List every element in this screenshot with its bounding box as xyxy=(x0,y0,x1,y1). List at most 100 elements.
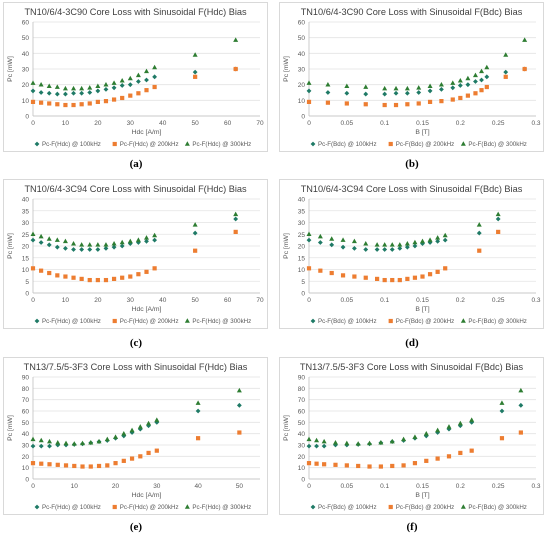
data-point xyxy=(393,102,399,108)
data-point xyxy=(30,436,36,442)
data-point xyxy=(382,242,388,247)
data-point xyxy=(237,430,242,435)
data-point xyxy=(103,86,109,92)
data-point xyxy=(63,91,68,97)
data-point xyxy=(103,81,109,87)
data-point xyxy=(55,102,60,107)
legend-label: Pc-F(Bdc) @ 300kHz xyxy=(468,318,527,325)
data-point xyxy=(144,235,149,240)
data-point xyxy=(46,90,52,96)
y-axis-label: Pc [mW] xyxy=(7,233,14,259)
x-tick-label: 40 xyxy=(159,297,167,304)
legend-label: Pc-F(Hdc) @ 100kHz xyxy=(42,141,101,148)
data-point xyxy=(87,247,93,252)
y-tick-label: 70 xyxy=(298,397,306,404)
data-point xyxy=(71,247,76,252)
x-tick-label: 10 xyxy=(62,120,70,127)
legend-label: Pc-F(Hdc) @ 200kHz xyxy=(120,318,179,325)
data-point xyxy=(363,240,369,246)
data-point xyxy=(344,101,349,106)
caption-b: (b) xyxy=(405,158,419,170)
data-point xyxy=(55,273,60,278)
data-point xyxy=(39,100,44,105)
x-tick-label: 20 xyxy=(94,120,102,127)
data-point xyxy=(450,85,456,91)
y-axis-label: Pc [mW] xyxy=(7,56,14,82)
data-point xyxy=(135,72,141,78)
data-point xyxy=(499,436,505,441)
chart-title: TN10/6/4-3C90 Core Loss with Sinusoidal … xyxy=(301,7,523,17)
data-point xyxy=(314,461,319,466)
data-point xyxy=(87,277,92,283)
y-axis-label: Pc [mW] xyxy=(283,56,290,82)
data-point xyxy=(465,93,470,98)
data-point xyxy=(503,74,508,79)
legend-marker xyxy=(184,504,190,509)
data-point xyxy=(46,83,52,89)
data-point xyxy=(367,464,372,469)
x-axis-label: B [T] xyxy=(415,129,429,136)
data-point xyxy=(457,83,463,88)
data-point xyxy=(111,80,117,85)
chart-border xyxy=(3,179,268,329)
chart-title: TN10/6/4-3C94 Core Loss with Sinusoidal … xyxy=(301,184,523,194)
data-point xyxy=(404,244,410,250)
y-tick-label: 70 xyxy=(22,397,30,404)
y-tick-label: 30 xyxy=(298,443,306,450)
caption-c: (c) xyxy=(129,337,143,349)
data-point xyxy=(121,458,126,463)
data-point xyxy=(63,463,69,468)
data-point xyxy=(30,443,36,449)
chart-border xyxy=(279,357,544,515)
data-point xyxy=(382,277,387,283)
data-point xyxy=(120,95,125,101)
data-point xyxy=(38,90,44,95)
data-point xyxy=(79,90,85,96)
x-tick-label: 0.25 xyxy=(492,297,505,304)
data-point xyxy=(518,402,524,408)
data-point xyxy=(127,241,133,247)
chart-title: TN10/6/4-3C94 Core Loss with Sinusoidal … xyxy=(24,184,247,194)
data-point xyxy=(87,242,93,247)
x-tick-label: 0.1 xyxy=(380,483,389,490)
data-point xyxy=(233,211,239,217)
data-point xyxy=(306,80,312,85)
legend-label: Pc-F(Bdc) @ 200kHz xyxy=(396,504,455,511)
data-point xyxy=(329,242,335,248)
data-point xyxy=(63,102,68,108)
data-point xyxy=(325,81,331,87)
data-point xyxy=(30,231,36,237)
chart-panel-d: TN10/6/4-3C94 Core Loss with Sinusoidal … xyxy=(279,179,544,329)
data-point xyxy=(233,229,238,234)
data-point xyxy=(71,441,77,446)
data-point xyxy=(62,85,68,91)
data-point xyxy=(95,247,101,252)
series-1 xyxy=(30,66,239,97)
x-tick-label: 0 xyxy=(31,483,35,490)
data-point xyxy=(111,276,117,281)
x-tick-label: 70 xyxy=(256,120,264,127)
y-tick-label: 25 xyxy=(22,232,30,239)
y-tick-label: 10 xyxy=(22,98,30,105)
data-point xyxy=(458,450,463,456)
y-tick-label: 20 xyxy=(298,244,306,251)
data-point xyxy=(103,277,109,283)
x-tick-label: 0.15 xyxy=(416,120,429,127)
data-point xyxy=(146,420,152,426)
data-point xyxy=(63,245,68,251)
data-point xyxy=(427,88,433,94)
legend-label: Pc-F(Hdc) @ 100kHz xyxy=(42,504,101,511)
x-tick-label: 0 xyxy=(307,297,311,304)
data-point xyxy=(135,237,141,242)
legend-marker xyxy=(460,504,466,509)
data-point xyxy=(405,276,410,281)
legend-label: Pc-F(Bdc) @ 200kHz xyxy=(396,318,455,325)
y-tick-label: 20 xyxy=(298,82,306,89)
legend-marker xyxy=(184,141,190,146)
data-point xyxy=(435,235,441,240)
y-tick-label: 10 xyxy=(298,267,306,274)
data-point xyxy=(446,454,452,459)
series-2 xyxy=(306,430,523,469)
series-3 xyxy=(30,37,239,91)
chart-border xyxy=(279,179,544,329)
